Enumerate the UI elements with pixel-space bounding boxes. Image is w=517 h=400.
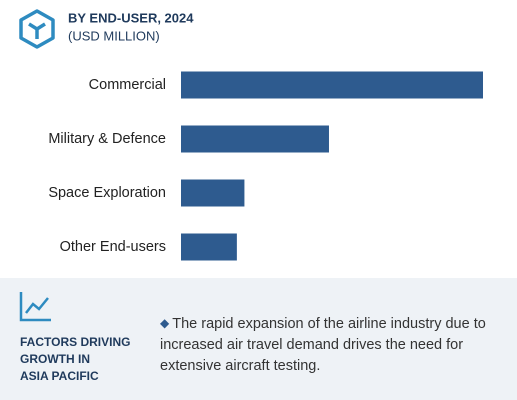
chart-title: BY END-USER, 2024 [68, 10, 194, 25]
bar [181, 125, 329, 153]
panel-heading-line: ASIA PACIFIC [20, 369, 99, 383]
info-panel: FACTORS DRIVING GROWTH IN ASIA PACIFIC ◆ Th… [0, 278, 517, 400]
panel-heading: FACTORS DRIVING GROWTH IN ASIA PACIFIC [20, 334, 130, 385]
bullet: ◆ [160, 316, 170, 330]
panel-text-body: The rapid expansion of the airline indus… [160, 316, 486, 374]
logo-icon [19, 9, 55, 49]
bar [181, 71, 483, 99]
category-label: Other End-users [60, 239, 166, 255]
category-label: Space Exploration [48, 185, 166, 201]
chart-subtitle: (USD MILLION) [68, 28, 160, 43]
category-label: Commercial [89, 77, 166, 93]
panel-heading-line: GROWTH IN [20, 352, 90, 366]
growth-icon [19, 292, 51, 322]
bar [181, 233, 237, 261]
category-label: Military & Defence [48, 131, 166, 147]
panel-text: ◆ The rapid expansion of the airline indu… [160, 313, 510, 377]
bar [181, 179, 245, 207]
panel-heading-line: FACTORS DRIVING [20, 335, 131, 349]
chart: BY END-USER, 2024 (USD MILLION) Commerci… [19, 9, 483, 261]
